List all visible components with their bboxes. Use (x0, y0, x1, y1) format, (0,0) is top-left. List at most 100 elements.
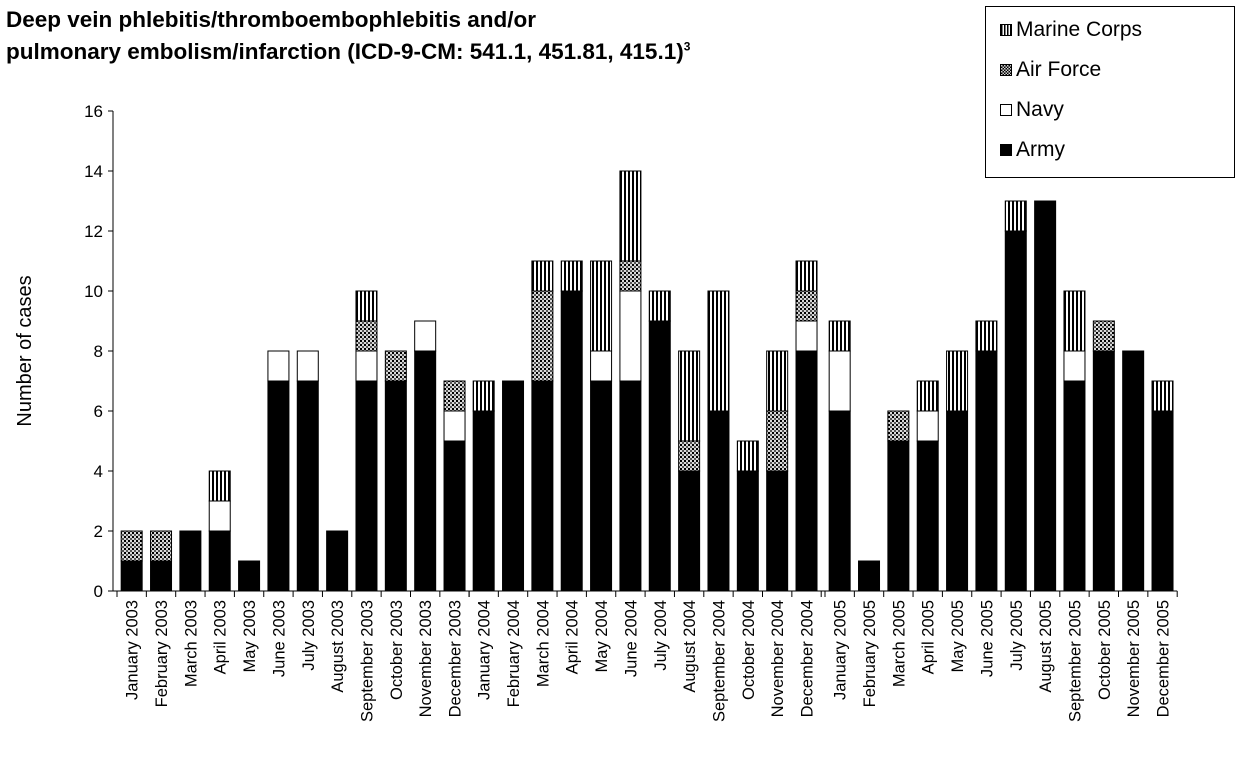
x-tick-label-january-2005: January 2005 (832, 600, 850, 700)
legend-label-army: Army (1016, 138, 1065, 161)
x-tick-label-november-2003: November 2003 (417, 600, 435, 717)
bar-navy-april-2003 (208, 500, 231, 532)
bar-marine-corps-april-2005 (916, 380, 939, 412)
bar-army-may-2004 (590, 380, 613, 592)
legend-swatch-navy (1000, 104, 1012, 116)
bar-air-force-october-2005 (1092, 320, 1115, 352)
bar-army-august-2004 (678, 470, 701, 592)
bar-marine-corps-september-2004 (707, 290, 730, 412)
bar-army-june-2004 (619, 380, 642, 592)
x-tick-label-october-2005: October 2005 (1096, 600, 1114, 700)
bar-air-force-june-2004 (619, 260, 642, 292)
bar-army-october-2004 (736, 470, 759, 592)
y-tick-label-10: 10 (84, 282, 103, 301)
bar-marine-corps-august-2004 (678, 350, 701, 442)
bar-marine-corps-september-2003 (355, 290, 378, 322)
bar-marine-corps-december-2005 (1151, 380, 1174, 412)
x-tick-label-august-2003: August 2003 (329, 600, 347, 693)
bar-army-april-2003 (208, 530, 231, 592)
x-tick-label-july-2004: July 2004 (652, 600, 670, 671)
y-tick-label-4: 4 (94, 462, 103, 481)
x-tick-label-march-2005: March 2005 (890, 600, 908, 687)
bar-army-september-2005 (1063, 380, 1086, 592)
bar-marine-corps-december-2004 (795, 260, 818, 292)
legend: Marine Corps Air Force Navy Army (985, 6, 1235, 178)
x-tick-label-january-2003: January 2003 (124, 600, 142, 700)
bar-air-force-november-2004 (766, 410, 789, 472)
y-tick-label-6: 6 (94, 402, 103, 421)
x-tick-label-may-2005: May 2005 (949, 600, 967, 672)
chart-title-superscript: 3 (683, 39, 691, 54)
x-tick-label-february-2003: February 2003 (153, 600, 171, 707)
bar-army-february-2003 (150, 560, 173, 592)
y-tick-label-0: 0 (94, 582, 103, 601)
bar-army-december-2005 (1151, 410, 1174, 592)
legend-label-marine-corps: Marine Corps (1016, 18, 1143, 41)
x-tick-label-january-2004: January 2004 (476, 600, 494, 700)
y-tick-label-14: 14 (84, 162, 103, 181)
bar-army-june-2003 (267, 380, 290, 592)
bar-navy-april-2005 (916, 410, 939, 442)
bar-air-force-october-2003 (384, 350, 407, 382)
x-tick-label-august-2004: August 2004 (681, 600, 699, 693)
bar-air-force-august-2004 (678, 440, 701, 472)
bar-marine-corps-june-2005 (975, 320, 998, 352)
chart-title-line-1: Deep vein phlebitis/thromboembophlebitis… (6, 7, 537, 32)
bar-army-april-2005 (916, 440, 939, 592)
bar-marine-corps-september-2005 (1063, 290, 1086, 352)
bar-army-october-2005 (1092, 350, 1115, 592)
bar-marine-corps-november-2004 (766, 350, 789, 412)
bar-navy-november-2003 (414, 320, 437, 352)
bar-navy-december-2004 (795, 320, 818, 352)
bar-army-february-2005 (858, 560, 881, 592)
bar-navy-september-2003 (355, 350, 378, 382)
bar-marine-corps-april-2004 (560, 260, 583, 292)
bar-army-july-2003 (296, 380, 319, 592)
y-axis-title: Number of cases (14, 275, 36, 426)
x-tick-label-april-2005: April 2005 (920, 600, 938, 674)
x-tick-label-april-2003: April 2003 (212, 600, 230, 674)
x-tick-label-june-2003: June 2003 (270, 600, 288, 677)
x-tick-label-december-2003: December 2003 (447, 600, 465, 717)
bar-army-october-2003 (384, 380, 407, 592)
bar-army-january-2003 (120, 560, 143, 592)
bar-army-march-2005 (887, 440, 910, 592)
x-tick-label-march-2004: March 2004 (534, 600, 552, 687)
bar-marine-corps-may-2004 (590, 260, 613, 352)
bar-air-force-december-2003 (443, 380, 466, 412)
bars-layer (120, 170, 1174, 592)
x-tick-label-may-2003: May 2003 (241, 600, 259, 672)
x-tick-label-september-2005: September 2005 (1066, 600, 1084, 722)
bar-marine-corps-july-2005 (1004, 200, 1027, 232)
bar-marine-corps-march-2004 (531, 260, 554, 292)
bar-marine-corps-april-2003 (208, 470, 231, 502)
bar-army-september-2003 (355, 380, 378, 592)
legend-swatch-air-force (1000, 64, 1012, 76)
y-tick-label-8: 8 (94, 342, 103, 361)
chart-title-line-2: pulmonary embolism/infarction (ICD-9-CM:… (6, 36, 946, 68)
bar-army-march-2004 (531, 380, 554, 592)
bar-navy-july-2003 (296, 350, 319, 382)
bar-army-april-2004 (560, 290, 583, 592)
legend-item-army: Army (1000, 138, 1065, 161)
bar-army-december-2004 (795, 350, 818, 592)
x-tick-label-june-2005: June 2005 (978, 600, 996, 677)
bar-navy-september-2005 (1063, 350, 1086, 382)
bar-marine-corps-july-2004 (648, 290, 671, 322)
x-tick-label-june-2004: June 2004 (622, 600, 640, 677)
y-tick-label-16: 16 (84, 102, 103, 121)
legend-item-navy: Navy (1000, 98, 1064, 121)
x-tick-label-december-2005: December 2005 (1155, 600, 1173, 717)
bar-marine-corps-january-2005 (828, 320, 851, 352)
bar-navy-june-2003 (267, 350, 290, 382)
legend-swatch-army (1000, 144, 1012, 156)
x-tick-label-may-2004: May 2004 (593, 600, 611, 672)
bar-army-may-2005 (946, 410, 969, 592)
bar-army-june-2005 (975, 350, 998, 592)
x-tick-label-october-2004: October 2004 (740, 600, 758, 700)
bar-air-force-march-2005 (887, 410, 910, 442)
x-tick-label-august-2005: August 2005 (1037, 600, 1055, 693)
bar-army-january-2004 (472, 410, 495, 592)
legend-item-air-force: Air Force (1000, 58, 1101, 81)
